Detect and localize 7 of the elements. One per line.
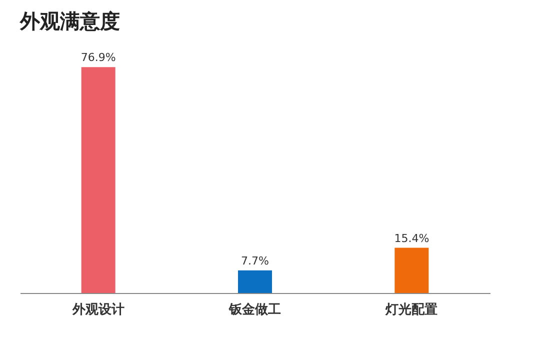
x-tick-label: 外观设计: [71, 302, 124, 318]
x-tick-label: 钣金做工: [228, 302, 281, 318]
chart-title: 外观满意度: [19, 9, 120, 34]
data-label: 76.9%: [80, 51, 116, 64]
x-tick-label: 灯光配置: [384, 302, 438, 318]
data-label: 7.7%: [241, 254, 269, 268]
data-label: 15.4%: [394, 232, 430, 245]
